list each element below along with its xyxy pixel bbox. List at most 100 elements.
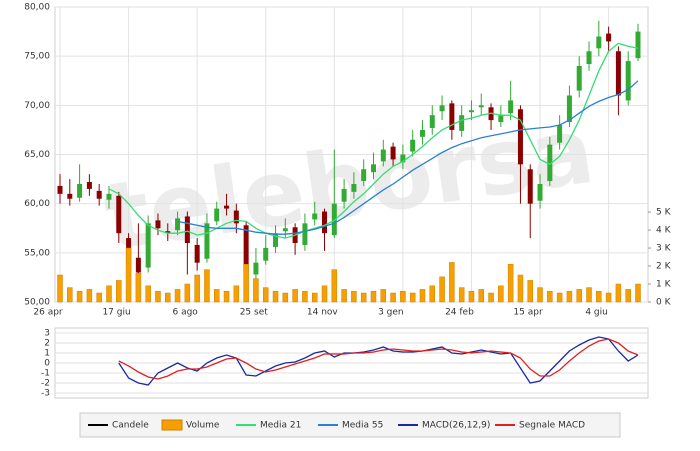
volume-bar xyxy=(547,290,553,303)
volume-bar xyxy=(429,285,436,303)
candle-body xyxy=(282,228,288,232)
candle-body xyxy=(214,208,220,222)
volume-bar xyxy=(615,283,622,303)
volume-bar xyxy=(302,290,308,303)
candle-body xyxy=(331,203,337,236)
x-tick-label: 6 ago xyxy=(172,308,198,318)
legend-label: Media 55 xyxy=(342,421,383,431)
volume-bar xyxy=(586,287,592,303)
volume-bar xyxy=(76,290,83,303)
volume-bar xyxy=(596,290,602,303)
y-tick-label: 65,00 xyxy=(24,150,50,160)
volume-bar xyxy=(439,276,445,303)
candle-body xyxy=(194,244,200,263)
volume-bar xyxy=(360,292,367,303)
y-tick-label: 80,00 xyxy=(24,3,50,13)
volume-bar xyxy=(351,290,357,303)
candle-body xyxy=(635,31,641,59)
candle-body xyxy=(361,169,367,182)
y-tick-label: 1 xyxy=(44,349,50,359)
candle-body xyxy=(419,129,425,137)
volume-bar xyxy=(507,263,514,303)
candle-body xyxy=(606,33,612,42)
candle-body xyxy=(204,223,210,259)
line xyxy=(118,336,639,386)
candle-body xyxy=(557,125,563,143)
y-tick-label: -1 xyxy=(41,369,50,379)
volume-bar xyxy=(272,290,279,303)
x-tick-label: 4 giu xyxy=(585,308,608,318)
candle-body xyxy=(439,105,445,112)
y2-tick-label: 3 K xyxy=(656,244,672,254)
volume-bar xyxy=(184,283,191,303)
volume-bar xyxy=(155,290,161,303)
candle-body xyxy=(224,205,230,209)
candle-body xyxy=(390,146,396,160)
volume-bar xyxy=(253,278,259,303)
candle-body xyxy=(615,51,621,96)
candle-body xyxy=(145,223,151,268)
y-tick-label: 0 xyxy=(44,359,50,369)
volume-bar xyxy=(135,272,142,303)
candle-body xyxy=(155,220,161,229)
line xyxy=(118,338,639,380)
y2-tick-label: 4 K xyxy=(656,226,672,236)
volume-bar xyxy=(537,287,543,303)
volume-bar xyxy=(449,262,455,303)
volume-bar xyxy=(233,285,240,303)
volume-bar xyxy=(116,280,122,303)
y-tick-label: 60,00 xyxy=(24,199,50,209)
volume-bar xyxy=(468,290,475,303)
candle-body xyxy=(449,103,455,130)
line xyxy=(177,80,639,235)
candle-body xyxy=(468,110,474,113)
candle-body xyxy=(498,115,504,123)
legend-label: Candele xyxy=(112,421,149,431)
candle-body xyxy=(380,149,386,162)
candle-body xyxy=(96,190,102,199)
candle-body xyxy=(273,233,279,247)
candle-body xyxy=(400,154,406,163)
candle-body xyxy=(116,195,122,234)
candle-body xyxy=(106,193,112,200)
volume-bar xyxy=(194,274,200,303)
x-tick-label: 3 gen xyxy=(378,308,404,318)
volume-bar xyxy=(57,274,63,303)
candle-body xyxy=(312,213,318,220)
volume-bar xyxy=(321,285,328,303)
volume-bar xyxy=(282,292,289,303)
candle-body xyxy=(77,184,83,198)
candle-body xyxy=(243,225,249,273)
candle-body xyxy=(576,66,582,91)
y2-tick-label: 1 K xyxy=(656,280,672,290)
volume-bar xyxy=(400,290,406,303)
volume-bar xyxy=(527,280,533,303)
legend-label: MACD(26,12,9) xyxy=(422,421,490,431)
volume-bar xyxy=(165,292,171,303)
candle-body xyxy=(351,184,357,192)
volume-bar xyxy=(419,289,426,303)
volume-bar xyxy=(341,289,347,303)
candle-body xyxy=(566,95,572,123)
volume-bar xyxy=(292,289,298,303)
candle-body xyxy=(86,182,92,189)
volume-bar xyxy=(458,287,465,303)
x-tick-label: 25 set xyxy=(240,308,269,318)
volume-bar xyxy=(576,289,582,303)
volume-bar xyxy=(96,292,102,303)
candle-body xyxy=(322,211,328,234)
volume-bar xyxy=(635,283,641,303)
y2-tick-label: 2 K xyxy=(656,262,672,272)
candle-body xyxy=(586,51,592,65)
volume-bar xyxy=(498,285,504,303)
candle-body xyxy=(57,185,63,194)
x-tick-label: 14 nov xyxy=(307,308,339,318)
volume-bar xyxy=(517,274,524,303)
volume-bar xyxy=(106,285,112,303)
volume-bar xyxy=(262,287,269,303)
volume-bar xyxy=(488,292,494,303)
legend-label: Segnale MACD xyxy=(519,421,585,431)
volume-bar xyxy=(556,292,563,303)
y-tick-label: 70,00 xyxy=(24,101,50,111)
